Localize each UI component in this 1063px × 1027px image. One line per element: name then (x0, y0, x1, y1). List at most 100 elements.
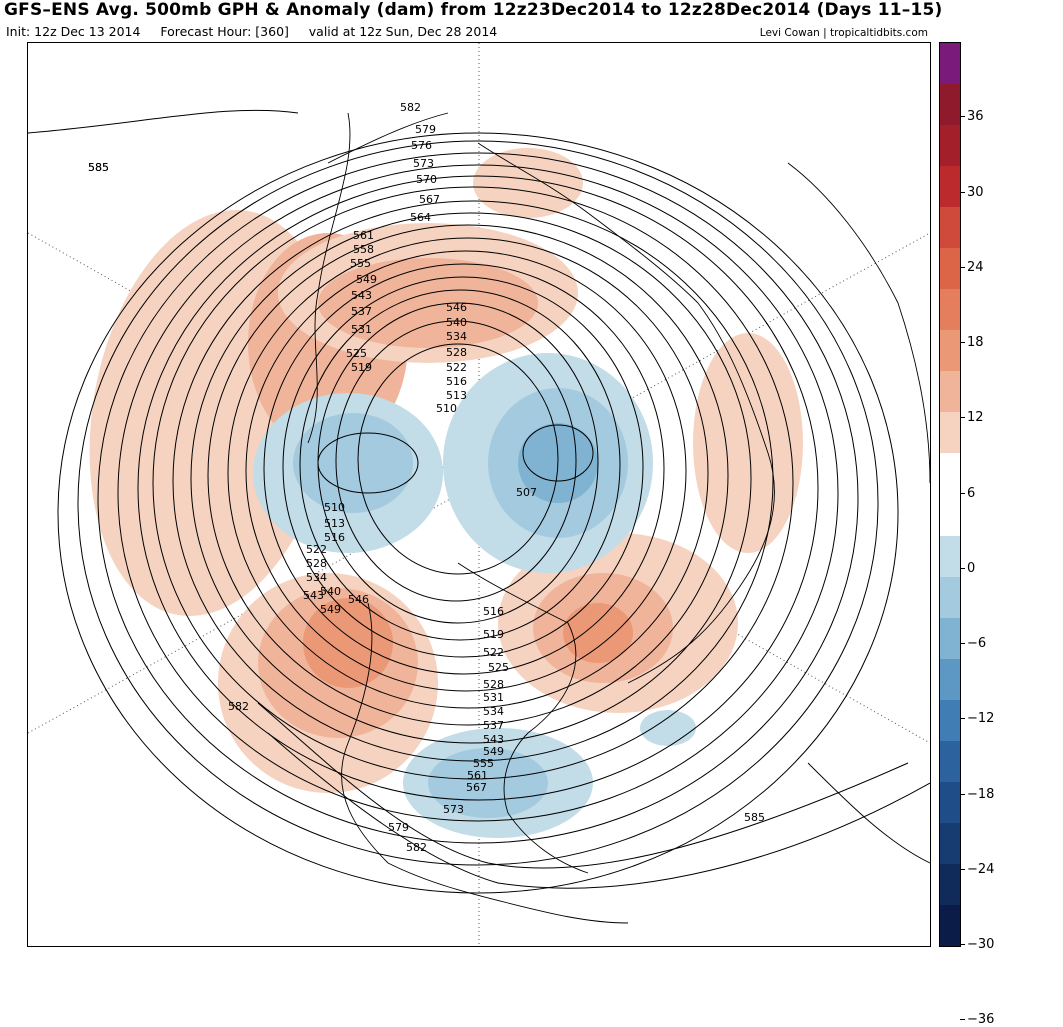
contour-label: 585 (88, 161, 109, 174)
contour-label: 537 (483, 719, 504, 732)
contour-label: 525 (346, 347, 367, 360)
colorbar-cell (940, 535, 960, 577)
contour-label: 531 (351, 323, 372, 336)
contour-label: 543 (483, 733, 504, 746)
contour-label: 549 (356, 273, 377, 286)
contour-label: 519 (351, 361, 372, 374)
contour-label: 522 (446, 361, 467, 374)
colorbar-tick-label: −6 (960, 636, 986, 651)
contour-label: 534 (446, 330, 467, 343)
contour-label: 573 (443, 803, 464, 816)
colorbar-cell (940, 453, 960, 495)
colorbar-tick-label: −18 (960, 787, 994, 802)
contour-label: 540 (446, 316, 467, 329)
contour-label: 534 (483, 705, 504, 718)
colorbar-tick-label: 18 (960, 335, 984, 350)
colorbar-cell (940, 248, 960, 290)
contour-label: 555 (473, 757, 494, 770)
contour-label: 576 (411, 139, 432, 152)
contour-label: 564 (410, 211, 431, 224)
negative-anomaly-shading (253, 353, 696, 838)
colorbar-cell (940, 699, 960, 741)
contour-label: 573 (413, 157, 434, 170)
contour-label: 516 (324, 531, 345, 544)
colorbar-tick-label: 12 (960, 410, 984, 425)
contour-label: 570 (416, 173, 437, 186)
colorbar-tick-label: 30 (960, 185, 984, 200)
colorbar-tick-label: −36 (960, 1012, 994, 1027)
colorbar-cell (940, 289, 960, 331)
chart-title: GFS–ENS Avg. 500mb GPH & Anomaly (dam) f… (4, 0, 943, 20)
colorbar-cell (940, 904, 960, 947)
contour-label: 522 (306, 543, 327, 556)
valid-time: valid at 12z Sun, Dec 28 2014 (308, 24, 498, 39)
contour-label: 549 (483, 745, 504, 758)
colorbar-tick-label: 24 (960, 260, 984, 275)
coastlines (307, 112, 930, 924)
colorbar-cell (940, 658, 960, 700)
colorbar-cell (940, 863, 960, 905)
contour-label: 567 (466, 781, 487, 794)
map-canvas: 5855825795765735705675645615585555495435… (28, 43, 930, 946)
contour-label: 531 (483, 691, 504, 704)
forecast-hour: Forecast Hour: [360] (160, 24, 289, 39)
height-contours (28, 109, 930, 894)
contour-label: 528 (446, 346, 467, 359)
contour-label: 513 (446, 389, 467, 402)
colorbar-tick-label: 0 (960, 561, 975, 576)
contour-label: 537 (351, 305, 372, 318)
contour-label: 513 (324, 517, 345, 530)
colorbar-cell (940, 576, 960, 618)
contour-labels: 5855825795765735705675645615585555495435… (88, 101, 765, 854)
contour-label: 579 (415, 123, 436, 136)
contour-label: 543 (303, 589, 324, 602)
colorbar-tick-label: −12 (960, 711, 994, 726)
contour-label: 510 (436, 402, 457, 415)
colorbar-cell (940, 125, 960, 167)
colorbar-tick-label: 36 (960, 109, 984, 124)
contour-label: 528 (483, 678, 504, 691)
colorbar-tick-label: 6 (960, 486, 975, 501)
contour-label: 525 (488, 661, 509, 674)
credit-text: Levi Cowan | tropicaltidbits.com (759, 27, 928, 39)
colorbar-cell (940, 166, 960, 208)
colorbar-cell (940, 781, 960, 823)
colorbar-cell (940, 494, 960, 536)
colorbar-cell (940, 330, 960, 372)
contour-label: 558 (353, 243, 374, 256)
subtitle-line: Init: 12z Dec 13 2014 Forecast Hour: [36… (6, 24, 497, 39)
contour-label: 561 (353, 229, 374, 242)
contour-label: 546 (446, 301, 467, 314)
colorbar-ticks: 36 30 24 18 12 6 0 −6 −12 −18 −24 −30 −36 (960, 42, 1060, 1027)
contour-label: 582 (406, 841, 427, 854)
contour-label: 567 (419, 193, 440, 206)
colorbar-cell (940, 412, 960, 454)
contour-label: 582 (228, 700, 249, 713)
colorbar-cell (940, 84, 960, 126)
colorbar-cell (940, 617, 960, 659)
init-time: Init: 12z Dec 13 2014 (6, 24, 141, 39)
polar-map: 5855825795765735705675645615585555495435… (27, 42, 931, 947)
colorbar-cell (940, 43, 960, 85)
contour-label: 543 (351, 289, 372, 302)
colorbar-cell (940, 822, 960, 864)
colorbar-tick-label: −24 (960, 862, 994, 877)
colorbar-cell (940, 207, 960, 249)
contour-label: 510 (324, 501, 345, 514)
contour-label: 585 (88, 161, 109, 174)
contour-label: 519 (483, 628, 504, 641)
colorbar (939, 42, 961, 947)
contour-label: 540 (320, 585, 341, 598)
contour-label: 561 (467, 769, 488, 782)
contour-label: 516 (483, 605, 504, 618)
contour-label: 522 (483, 646, 504, 659)
colorbar-tick-label: −30 (960, 937, 994, 952)
contour-label: 546 (348, 593, 369, 606)
contour-label: 507 (516, 486, 537, 499)
contour-label: 555 (350, 257, 371, 270)
contour-label: 585 (744, 811, 765, 824)
colorbar-cell (940, 740, 960, 782)
colorbar-cell (940, 371, 960, 413)
contour-label: 582 (400, 101, 421, 114)
contour-label: 516 (446, 375, 467, 388)
